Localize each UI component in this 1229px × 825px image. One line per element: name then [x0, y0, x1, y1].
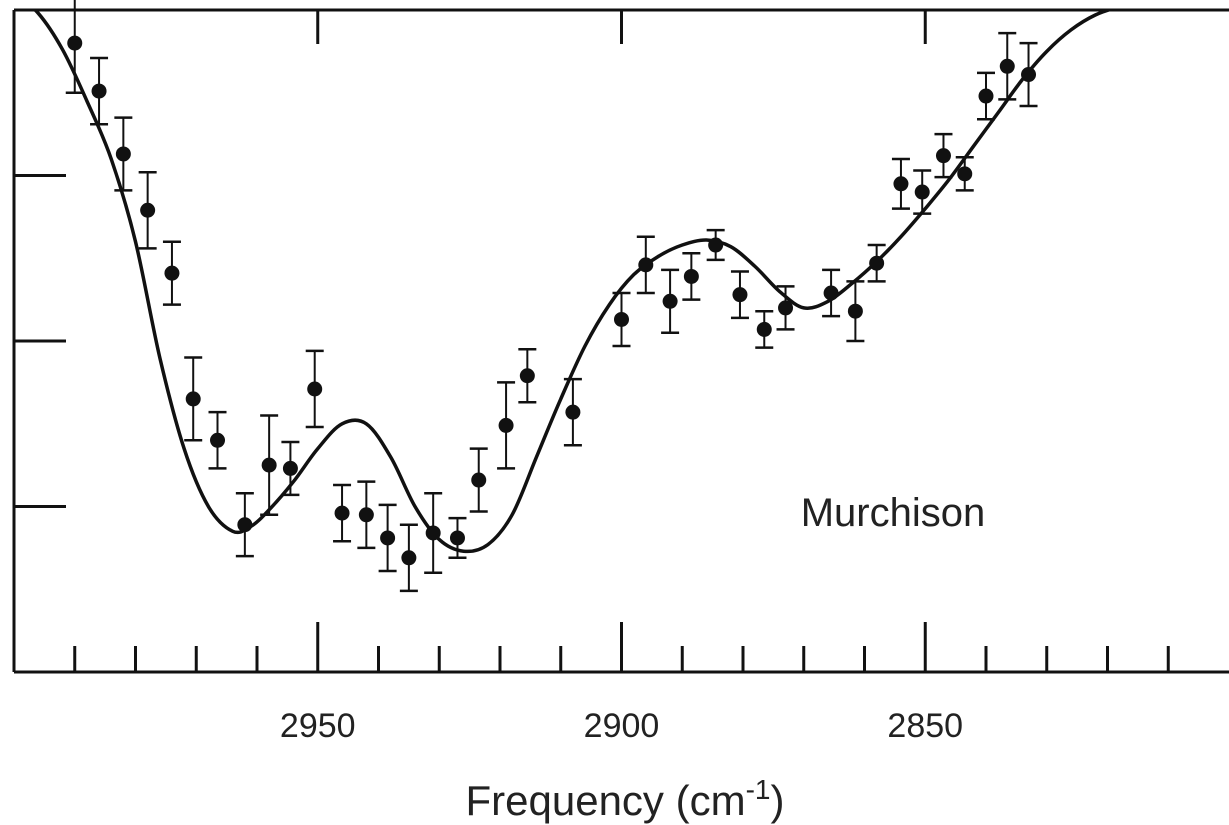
data-marker	[662, 293, 678, 309]
data-point	[448, 516, 467, 560]
data-point	[955, 156, 974, 192]
data-marker	[708, 237, 724, 253]
data-point	[305, 349, 324, 429]
data-marker	[91, 83, 107, 99]
data-marker	[847, 303, 863, 319]
data-marker	[261, 457, 277, 473]
data-point	[661, 268, 680, 334]
x-tick-label: 2950	[280, 707, 356, 745]
data-marker	[893, 176, 909, 192]
data-point	[114, 116, 133, 192]
data-marker	[185, 391, 201, 407]
data-marker	[638, 257, 654, 273]
data-marker	[935, 148, 951, 164]
data-marker	[869, 255, 885, 271]
data-marker	[67, 35, 83, 51]
data-points-group	[65, 0, 1038, 593]
data-point	[776, 285, 795, 331]
data-marker	[914, 184, 930, 200]
x-axis-title-close: )	[770, 777, 784, 824]
data-marker	[999, 58, 1015, 74]
data-marker	[756, 321, 772, 337]
x-axis-title-main: Frequency (cm	[466, 777, 746, 824]
data-point	[260, 414, 279, 517]
x-axis-title-superscript: -1	[746, 774, 771, 805]
data-point	[1019, 41, 1038, 108]
data-point	[730, 270, 749, 320]
data-marker	[210, 432, 226, 448]
x-tick-label: 2850	[887, 707, 963, 745]
fit-curve-group	[32, 10, 1115, 554]
data-marker	[471, 472, 487, 488]
data-point	[518, 348, 537, 404]
data-marker	[498, 417, 514, 433]
x-tick-label: 2900	[584, 707, 660, 745]
data-point	[934, 132, 953, 179]
data-point	[612, 291, 631, 348]
data-marker	[1021, 67, 1037, 83]
data-point	[891, 157, 910, 210]
data-point	[184, 356, 203, 442]
data-marker	[614, 311, 629, 327]
data-marker	[778, 300, 794, 316]
data-marker	[401, 550, 417, 566]
data-point	[399, 523, 418, 593]
data-point	[281, 440, 300, 497]
data-marker	[282, 460, 298, 476]
data-point	[636, 235, 655, 295]
data-point	[90, 56, 109, 126]
data-point	[682, 252, 701, 301]
data-marker	[380, 530, 396, 546]
data-marker	[334, 505, 350, 521]
data-point	[755, 309, 774, 349]
data-marker	[732, 287, 748, 303]
data-point	[162, 240, 181, 306]
data-marker	[164, 265, 180, 281]
data-point	[913, 169, 932, 215]
data-marker	[957, 166, 973, 182]
data-marker	[307, 381, 323, 397]
data-point	[469, 447, 488, 513]
data-point	[208, 410, 227, 470]
data-point	[497, 381, 516, 470]
data-point	[138, 170, 157, 250]
data-marker	[140, 202, 156, 218]
axes: 2950 2900 2850	[12, 8, 1229, 745]
fit-curve	[32, 10, 1115, 554]
data-point	[977, 71, 995, 121]
data-point	[706, 228, 725, 262]
data-point	[822, 268, 841, 318]
data-point	[846, 280, 865, 343]
data-point	[867, 243, 886, 283]
data-marker	[978, 88, 994, 104]
data-point	[998, 31, 1017, 101]
annotation-label: Murchison	[801, 491, 986, 535]
data-marker	[519, 368, 535, 384]
data-point	[65, 0, 84, 94]
data-marker	[425, 525, 441, 541]
data-marker	[237, 517, 253, 533]
data-point	[378, 503, 397, 573]
data-point	[563, 377, 582, 447]
data-marker	[565, 404, 581, 420]
data-marker	[449, 530, 465, 546]
data-point	[357, 480, 376, 550]
x-axis-title: Frequency (cm-1)	[466, 774, 785, 824]
labels-group: Murchison Frequency (cm-1)	[466, 491, 986, 824]
data-marker	[823, 285, 839, 301]
data-marker	[358, 507, 374, 523]
data-point	[235, 492, 254, 558]
data-marker	[115, 146, 131, 162]
data-point	[333, 483, 352, 543]
data-point	[424, 492, 443, 574]
data-marker	[683, 268, 699, 284]
